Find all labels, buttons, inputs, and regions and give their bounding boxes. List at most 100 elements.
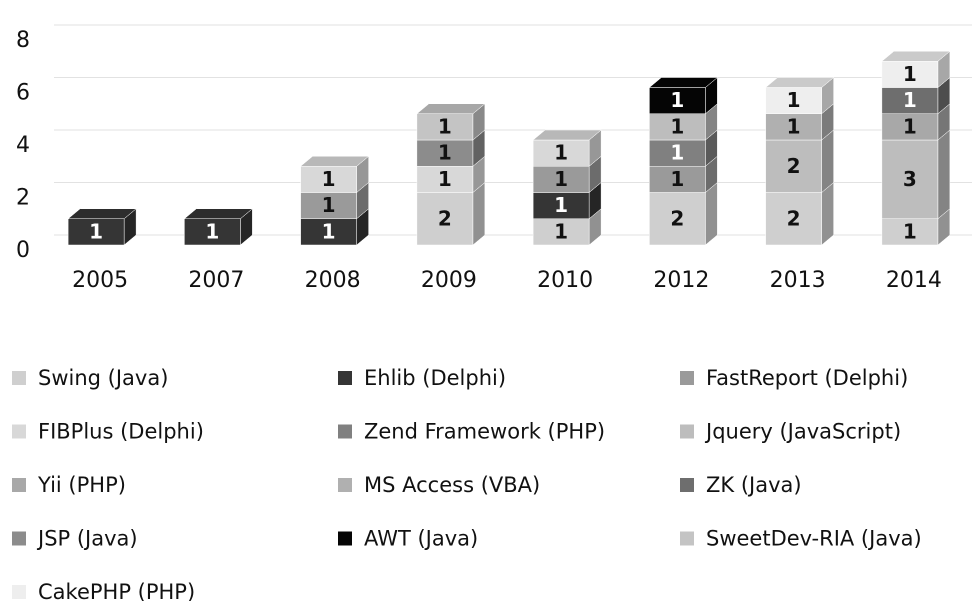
legend-label: SweetDev-RIA (Java) — [706, 527, 922, 551]
legend-swatch — [338, 531, 352, 546]
data-label: 1 — [670, 114, 684, 138]
bar-segment — [649, 113, 706, 141]
legend-swatch — [680, 478, 694, 492]
data-label: 1 — [903, 114, 917, 138]
data-label: 1 — [670, 141, 684, 165]
bar-segment — [765, 192, 822, 246]
bar-top — [764, 77, 835, 88]
bar-segment — [881, 218, 939, 246]
y-tick-label: 8 — [16, 28, 30, 53]
legend-swatch — [12, 531, 26, 546]
legend-label: CakePHP (PHP) — [38, 580, 195, 601]
bar-top — [532, 129, 602, 141]
data-label: 2 — [438, 206, 452, 230]
bar-segment — [416, 166, 474, 193]
data-label: 1 — [670, 88, 684, 112]
data-label: 1 — [903, 88, 917, 112]
bar-segment — [649, 192, 706, 246]
y-tick-label: 6 — [16, 81, 30, 106]
legend-label: AWT (Java) — [364, 527, 478, 551]
bar-segment — [300, 218, 357, 246]
legend-swatch — [680, 371, 694, 385]
legend-label: Zend Framework (PHP) — [364, 420, 605, 444]
bar-segment — [881, 139, 939, 219]
data-label: 1 — [554, 193, 568, 217]
data-label: 1 — [670, 167, 684, 191]
bar-segment — [532, 218, 590, 246]
bar-top — [183, 208, 254, 219]
bar-top — [881, 51, 951, 62]
bar-top — [416, 103, 486, 114]
legend-swatch — [338, 478, 352, 492]
data-label: 1 — [89, 219, 103, 243]
legend-swatch — [338, 371, 352, 385]
x-tick-label: 2010 — [537, 268, 593, 293]
data-label: 1 — [903, 62, 917, 86]
x-tick-label: 2008 — [305, 268, 361, 293]
bar-segment — [300, 166, 357, 193]
bar-segment — [67, 218, 125, 246]
bar-top — [299, 156, 370, 167]
bar-segment — [532, 192, 590, 219]
bar-top — [67, 208, 137, 219]
data-label: 1 — [205, 219, 219, 243]
data-label: 1 — [554, 141, 568, 165]
bar-segment — [649, 87, 706, 114]
legend-swatch — [12, 585, 26, 599]
x-tick-label: 2009 — [421, 268, 477, 293]
y-tick-label: 2 — [16, 186, 30, 211]
legend-label: JSP (Java) — [36, 527, 138, 551]
bar-segment — [416, 192, 474, 246]
legend-swatch — [12, 424, 26, 439]
data-label: 2 — [787, 206, 801, 230]
bar-side — [472, 181, 486, 246]
legend-swatch — [680, 424, 694, 439]
legend-swatch — [12, 371, 26, 385]
data-label: 1 — [438, 114, 452, 138]
bar-segment — [649, 139, 706, 167]
data-label: 1 — [787, 88, 801, 112]
legend-label: ZK (Java) — [706, 473, 802, 497]
bar-side — [705, 181, 718, 246]
data-label: 1 — [438, 167, 452, 191]
data-label: 1 — [322, 219, 336, 243]
bar-segment — [184, 218, 241, 246]
bar-side — [937, 129, 951, 220]
x-tick-label: 2012 — [653, 268, 709, 293]
legend-label: Swing (Java) — [38, 366, 168, 390]
y-tick-label: 0 — [16, 238, 30, 263]
data-label: 3 — [903, 167, 917, 191]
bar-segment — [881, 113, 939, 141]
bar-segment — [300, 192, 357, 219]
bar-segment — [416, 139, 474, 167]
data-label: 1 — [903, 219, 917, 243]
data-label: 1 — [322, 167, 336, 191]
y-tick-label: 4 — [16, 133, 30, 158]
legend-swatch — [338, 424, 352, 439]
bar-side — [821, 129, 834, 194]
data-label: 1 — [322, 193, 336, 217]
data-label: 2 — [670, 206, 684, 230]
bar-segment — [649, 166, 706, 193]
data-label: 1 — [554, 167, 568, 191]
data-label: 1 — [787, 114, 801, 138]
bar-top — [648, 77, 719, 88]
x-tick-label: 2014 — [886, 268, 942, 293]
legend-swatch — [12, 478, 26, 492]
data-label: 1 — [438, 141, 452, 165]
bar-segment — [532, 166, 590, 193]
legend-label: Ehlib (Delphi) — [364, 366, 506, 390]
x-tick-label: 2007 — [188, 268, 244, 293]
legend-label: Yii (PHP) — [37, 473, 126, 497]
legend-swatch — [680, 531, 694, 546]
data-label: 2 — [787, 154, 801, 178]
data-label: 1 — [554, 219, 568, 243]
bar-segment — [416, 113, 474, 141]
bar-side — [821, 181, 834, 246]
x-tick-label: 2013 — [770, 268, 826, 293]
bar-segment — [881, 87, 939, 114]
legend-label: Jquery (JavaScript) — [704, 420, 901, 444]
bar-segment — [532, 139, 590, 167]
legend-label: FIBPlus (Delphi) — [38, 420, 204, 444]
